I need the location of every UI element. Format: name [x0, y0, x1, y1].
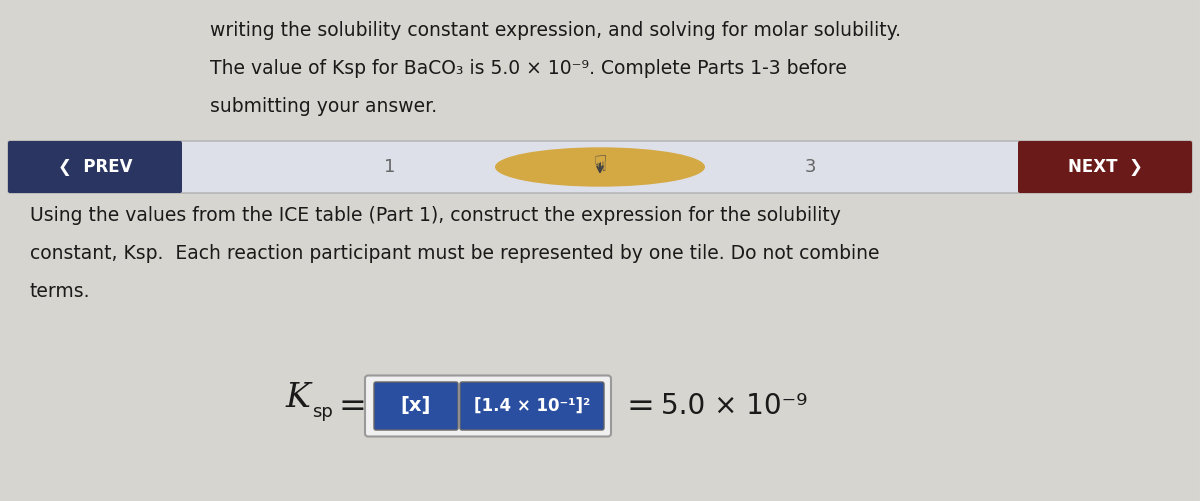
Text: The value of Ksp for BaCO₃ is 5.0 × 10⁻⁹. Complete Parts 1-3 before: The value of Ksp for BaCO₃ is 5.0 × 10⁻⁹…	[210, 59, 847, 78]
Text: sp: sp	[312, 403, 332, 421]
Text: =: =	[626, 389, 654, 422]
Text: Using the values from the ICE table (Part 1), construct the expression for the s: Using the values from the ICE table (Par…	[30, 206, 841, 225]
FancyBboxPatch shape	[460, 382, 604, 430]
Text: writing the solubility constant expression, and solving for molar solubility.: writing the solubility constant expressi…	[210, 21, 901, 40]
Text: 1: 1	[384, 158, 396, 176]
Text: K: K	[286, 382, 310, 414]
FancyBboxPatch shape	[374, 382, 458, 430]
Text: [1.4 × 10⁻¹]²: [1.4 × 10⁻¹]²	[474, 397, 590, 415]
FancyBboxPatch shape	[8, 141, 182, 193]
Text: ☟: ☟	[593, 155, 607, 175]
Text: 3: 3	[804, 158, 816, 176]
Text: [x]: [x]	[401, 396, 431, 415]
FancyBboxPatch shape	[1018, 141, 1192, 193]
FancyBboxPatch shape	[365, 376, 611, 436]
Text: ❮  PREV: ❮ PREV	[58, 158, 132, 176]
Text: =: =	[338, 389, 366, 422]
Text: constant, Ksp.  Each reaction participant must be represented by one tile. Do no: constant, Ksp. Each reaction participant…	[30, 244, 880, 263]
Text: 5.0 × 10⁻⁹: 5.0 × 10⁻⁹	[661, 392, 808, 420]
Text: NEXT  ❯: NEXT ❯	[1068, 158, 1142, 176]
FancyBboxPatch shape	[8, 141, 1192, 193]
Text: terms.: terms.	[30, 282, 90, 301]
Text: submitting your answer.: submitting your answer.	[210, 97, 437, 116]
Ellipse shape	[496, 147, 706, 187]
